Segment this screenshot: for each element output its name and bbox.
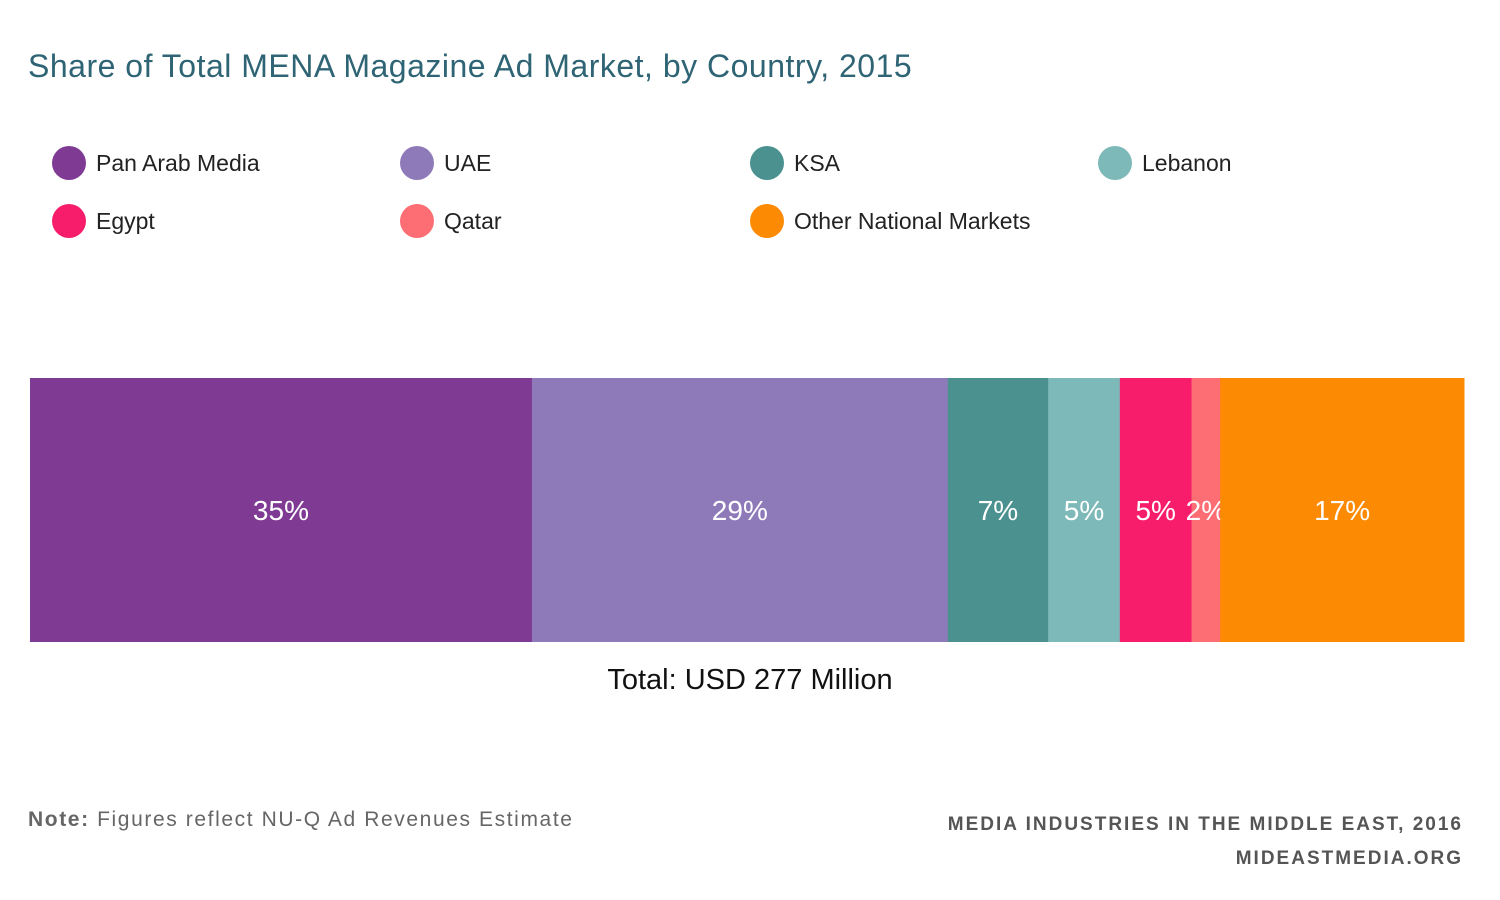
legend-label: Lebanon xyxy=(1142,149,1232,176)
legend-swatch-icon xyxy=(52,146,86,180)
legend-label: UAE xyxy=(444,149,492,176)
bar-segment-pan-arab-media xyxy=(30,378,533,642)
legend-swatch-icon xyxy=(750,204,784,238)
bar-segment-egypt xyxy=(1119,378,1193,642)
legend-label: Egypt xyxy=(96,207,155,234)
legend-item-egypt: Egypt xyxy=(52,204,155,238)
legend-label: Other National Markets xyxy=(794,207,1031,234)
legend-item-qatar: Qatar xyxy=(400,204,502,238)
data-label-egypt: 5% xyxy=(1135,495,1175,526)
legend-item-lebanon: Lebanon xyxy=(1098,146,1232,180)
legend-item-uae: UAE xyxy=(400,146,491,180)
legend-label: Pan Arab Media xyxy=(96,149,260,176)
note-text: Figures reflect NU-Q Ad Revenues Estimat… xyxy=(97,808,574,831)
footer: MEDIA INDUSTRIES IN THE MIDDLE EAST, 201… xyxy=(948,808,1463,876)
data-label-pan-arab-media: 35% xyxy=(253,495,309,526)
footer-website: MIDEASTMEDIA.ORG xyxy=(1235,848,1463,869)
legend-item-other-national-markets: Other National Markets xyxy=(750,204,1030,238)
legend-swatch-icon xyxy=(400,146,434,180)
legend: Pan Arab Media UAE KSA Lebanon Egypt Qat… xyxy=(52,146,1472,256)
legend-item-ksa: KSA xyxy=(750,146,840,180)
data-label-lebanon: 5% xyxy=(1064,495,1104,526)
data-label-qatar: 2% xyxy=(1186,495,1226,526)
bar-segment-qatar xyxy=(1191,378,1221,642)
chart-title: Share of Total MENA Magazine Ad Market, … xyxy=(28,48,913,84)
legend-swatch-icon xyxy=(750,146,784,180)
bar-segment-other-national-markets xyxy=(1220,378,1465,642)
legend-swatch-icon xyxy=(1098,146,1132,180)
data-label-other-national-markets: 17% xyxy=(1314,495,1370,526)
legend-swatch-icon xyxy=(52,204,86,238)
legend-item-pan-arab-media: Pan Arab Media xyxy=(52,146,260,180)
legend-label: KSA xyxy=(794,149,841,176)
data-label-uae: 29% xyxy=(712,495,768,526)
data-label-ksa: 7% xyxy=(978,495,1018,526)
legend-label: Qatar xyxy=(444,207,502,234)
bar-segment-ksa xyxy=(947,378,1049,642)
legend-swatch-icon xyxy=(400,204,434,238)
bar-segment-uae xyxy=(531,378,949,642)
bar-segment-lebanon xyxy=(1048,378,1121,642)
note-label: Note: xyxy=(28,808,90,831)
total-label: Total: USD 277 Million xyxy=(607,664,893,696)
note: Note: Figures reflect NU-Q Ad Revenues E… xyxy=(28,808,574,832)
footer-publication: MEDIA INDUSTRIES IN THE MIDDLE EAST, 201… xyxy=(947,814,1463,835)
